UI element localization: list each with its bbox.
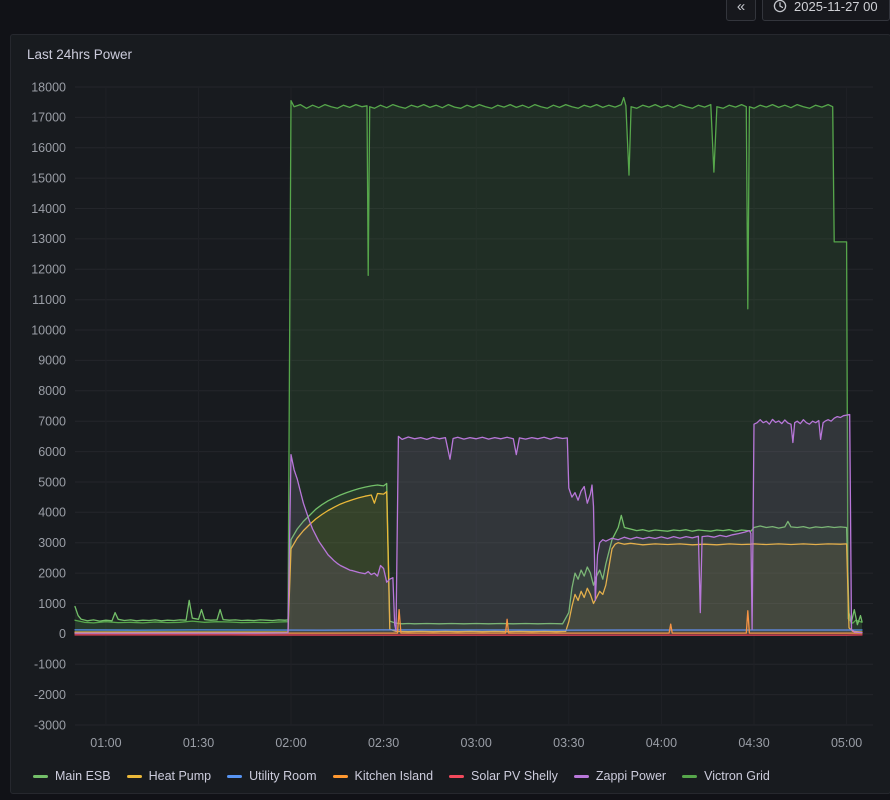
y-tick-label: 8000	[38, 384, 66, 398]
series-line-kitchen-island[interactable]	[74, 608, 863, 634]
y-tick-label: 0	[59, 627, 66, 641]
legend-label: Utility Room	[249, 769, 317, 783]
x-tick-label: 03:00	[461, 736, 492, 750]
series-line-heat-pump[interactable]	[74, 491, 863, 633]
x-tick-label: 02:30	[368, 736, 399, 750]
x-tick-label: 04:00	[646, 736, 677, 750]
y-tick-label: 10000	[31, 323, 66, 337]
series-area-zappi-power	[75, 414, 862, 634]
chart-svg[interactable]: -3000 -2000 -1000 0 1000 2000 3000 4000 5000 6000…	[11, 73, 890, 763]
legend-item[interactable]: Heat Pump	[126, 767, 212, 785]
time-range-value: 2025-11-27 00	[794, 0, 878, 14]
panel-title[interactable]: Last 24hrs Power	[27, 46, 133, 62]
series-line-zappi-power[interactable]	[74, 413, 863, 634]
y-tick-label: 9000	[38, 354, 66, 368]
x-tick-label: 05:00	[831, 736, 862, 750]
legend-item[interactable]: Zappi Power	[573, 767, 667, 785]
y-tick-label: 16000	[31, 141, 66, 155]
legend-swatch	[682, 774, 698, 778]
y-tick-label: 7000	[38, 414, 66, 428]
y-tick-label: 17000	[31, 111, 66, 125]
x-tick-label: 04:30	[738, 736, 769, 750]
top-toolbar: « 2025-11-27 00	[0, 0, 890, 34]
x-tick-label: 03:30	[553, 736, 584, 750]
x-tick-label: 01:30	[183, 736, 214, 750]
y-tick-label: 6000	[38, 445, 66, 459]
legend-swatch	[227, 774, 243, 778]
legend-item[interactable]: Kitchen Island	[332, 767, 434, 785]
y-tick-label: 18000	[31, 80, 66, 94]
legend-item[interactable]: Victron Grid	[682, 767, 770, 785]
legend-item[interactable]: Solar PV Shelly	[449, 767, 558, 785]
legend-label: Solar PV Shelly	[471, 769, 558, 783]
y-tick-label: 3000	[38, 536, 66, 550]
legend-label: Heat Pump	[148, 769, 212, 783]
legend-swatch	[449, 774, 465, 778]
y-tick-label: -2000	[34, 688, 66, 702]
series-area-main-esb	[75, 483, 862, 634]
y-tick-label: -3000	[34, 718, 66, 732]
y-tick-label: 12000	[31, 263, 66, 277]
collapse-time-controls-button[interactable]: «	[726, 0, 756, 21]
series-area-heat-pump	[75, 491, 862, 634]
legend-label: Victron Grid	[704, 769, 770, 783]
y-tick-label: 5000	[38, 475, 66, 489]
legend-swatch	[573, 774, 589, 778]
chart-legend: Main ESB Heat Pump Utility Room Kitchen Isl…	[11, 763, 890, 785]
y-tick-label: 13000	[31, 232, 66, 246]
legend-label: Zappi Power	[595, 769, 667, 783]
series-line-victron-grid[interactable]	[74, 96, 863, 624]
y-tick-label: 4000	[38, 506, 66, 520]
clock-icon	[773, 0, 787, 13]
legend-swatch	[332, 774, 348, 778]
y-tick-label: 1000	[38, 597, 66, 611]
power-panel: Last 24hrs Power -3000 -2000 -1000 0 1000 200…	[10, 34, 890, 794]
y-tick-label: 2000	[38, 566, 66, 580]
y-tick-label: 15000	[31, 171, 66, 185]
legend-item[interactable]: Main ESB	[33, 767, 111, 785]
legend-swatch	[33, 774, 48, 778]
legend-swatch	[126, 774, 142, 778]
time-range-picker[interactable]: 2025-11-27 00	[762, 0, 890, 21]
legend-label: Kitchen Island	[354, 769, 434, 783]
legend-item[interactable]: Utility Room	[227, 767, 317, 785]
y-tick-label: 11000	[32, 293, 66, 307]
series-area-victron-grid	[75, 97, 862, 634]
legend-label: Main ESB	[55, 769, 111, 783]
x-tick-label: 01:00	[90, 736, 121, 750]
series-line-main-esb[interactable]	[74, 482, 863, 626]
toolbar-controls: « 2025-11-27 00	[726, 0, 890, 21]
x-tick-label: 02:00	[275, 736, 306, 750]
y-tick-label: 14000	[31, 202, 66, 216]
y-tick-label: -1000	[34, 657, 66, 671]
